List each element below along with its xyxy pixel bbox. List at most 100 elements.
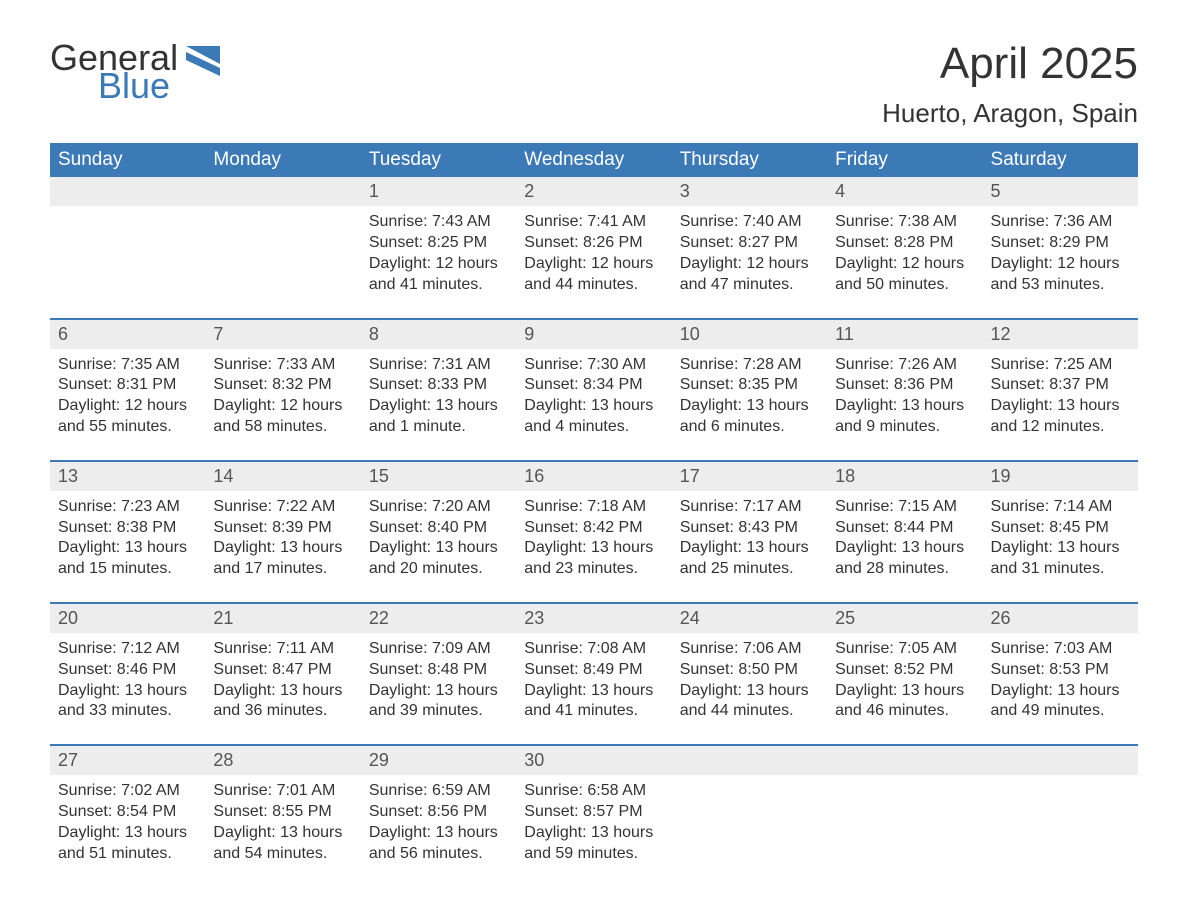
sunrise-line: Sunrise: 7:38 AM bbox=[835, 212, 974, 233]
calendar-day: 17Sunrise: 7:17 AMSunset: 8:43 PMDayligh… bbox=[672, 462, 827, 580]
sunrise-line: Sunrise: 7:23 AM bbox=[58, 497, 197, 518]
daylight-line: Daylight: 13 hours and 44 minutes. bbox=[680, 681, 819, 723]
sunrise-line: Sunrise: 7:26 AM bbox=[835, 355, 974, 376]
sunset-line: Sunset: 8:36 PM bbox=[835, 375, 974, 396]
daylight-line: Daylight: 13 hours and 49 minutes. bbox=[991, 681, 1130, 723]
calendar-day: 21Sunrise: 7:11 AMSunset: 8:47 PMDayligh… bbox=[205, 604, 360, 722]
day-details: Sunrise: 7:30 AMSunset: 8:34 PMDaylight:… bbox=[516, 349, 671, 438]
day-number bbox=[827, 746, 982, 775]
daylight-line: Daylight: 13 hours and 23 minutes. bbox=[524, 538, 663, 580]
sunrise-line: Sunrise: 7:25 AM bbox=[991, 355, 1130, 376]
day-details: Sunrise: 7:20 AMSunset: 8:40 PMDaylight:… bbox=[361, 491, 516, 580]
sunset-line: Sunset: 8:25 PM bbox=[369, 233, 508, 254]
sunrise-line: Sunrise: 7:05 AM bbox=[835, 639, 974, 660]
sunset-line: Sunset: 8:52 PM bbox=[835, 660, 974, 681]
daylight-line: Daylight: 12 hours and 53 minutes. bbox=[991, 254, 1130, 296]
sunrise-line: Sunrise: 7:22 AM bbox=[213, 497, 352, 518]
day-number bbox=[983, 746, 1138, 775]
sunrise-line: Sunrise: 7:30 AM bbox=[524, 355, 663, 376]
sunrise-line: Sunrise: 7:20 AM bbox=[369, 497, 508, 518]
daylight-line: Daylight: 13 hours and 4 minutes. bbox=[524, 396, 663, 438]
day-details: Sunrise: 7:38 AMSunset: 8:28 PMDaylight:… bbox=[827, 206, 982, 295]
sunrise-line: Sunrise: 7:01 AM bbox=[213, 781, 352, 802]
calendar-day: 4Sunrise: 7:38 AMSunset: 8:28 PMDaylight… bbox=[827, 177, 982, 295]
location: Huerto, Aragon, Spain bbox=[882, 98, 1138, 129]
calendar-day: 25Sunrise: 7:05 AMSunset: 8:52 PMDayligh… bbox=[827, 604, 982, 722]
calendar-day: 14Sunrise: 7:22 AMSunset: 8:39 PMDayligh… bbox=[205, 462, 360, 580]
day-number: 9 bbox=[516, 320, 671, 349]
day-details: Sunrise: 7:43 AMSunset: 8:25 PMDaylight:… bbox=[361, 206, 516, 295]
calendar-day: 13Sunrise: 7:23 AMSunset: 8:38 PMDayligh… bbox=[50, 462, 205, 580]
calendar-day: 2Sunrise: 7:41 AMSunset: 8:26 PMDaylight… bbox=[516, 177, 671, 295]
calendar-day-empty bbox=[827, 746, 982, 864]
calendar-week: 13Sunrise: 7:23 AMSunset: 8:38 PMDayligh… bbox=[50, 460, 1138, 580]
day-details: Sunrise: 7:17 AMSunset: 8:43 PMDaylight:… bbox=[672, 491, 827, 580]
calendar-day: 15Sunrise: 7:20 AMSunset: 8:40 PMDayligh… bbox=[361, 462, 516, 580]
daylight-line: Daylight: 13 hours and 33 minutes. bbox=[58, 681, 197, 723]
weekday-header: Wednesday bbox=[516, 143, 671, 177]
calendar-day: 24Sunrise: 7:06 AMSunset: 8:50 PMDayligh… bbox=[672, 604, 827, 722]
sunset-line: Sunset: 8:32 PM bbox=[213, 375, 352, 396]
day-details: Sunrise: 7:26 AMSunset: 8:36 PMDaylight:… bbox=[827, 349, 982, 438]
daylight-line: Daylight: 12 hours and 55 minutes. bbox=[58, 396, 197, 438]
sunrise-line: Sunrise: 7:31 AM bbox=[369, 355, 508, 376]
calendar-day: 20Sunrise: 7:12 AMSunset: 8:46 PMDayligh… bbox=[50, 604, 205, 722]
day-details: Sunrise: 7:08 AMSunset: 8:49 PMDaylight:… bbox=[516, 633, 671, 722]
day-number: 10 bbox=[672, 320, 827, 349]
sunset-line: Sunset: 8:44 PM bbox=[835, 518, 974, 539]
calendar-day: 6Sunrise: 7:35 AMSunset: 8:31 PMDaylight… bbox=[50, 320, 205, 438]
daylight-line: Daylight: 13 hours and 41 minutes. bbox=[524, 681, 663, 723]
sunrise-line: Sunrise: 7:17 AM bbox=[680, 497, 819, 518]
calendar-week: 1Sunrise: 7:43 AMSunset: 8:25 PMDaylight… bbox=[50, 177, 1138, 295]
day-details: Sunrise: 7:35 AMSunset: 8:31 PMDaylight:… bbox=[50, 349, 205, 438]
calendar-day: 27Sunrise: 7:02 AMSunset: 8:54 PMDayligh… bbox=[50, 746, 205, 864]
sunset-line: Sunset: 8:31 PM bbox=[58, 375, 197, 396]
calendar: SundayMondayTuesdayWednesdayThursdayFrid… bbox=[50, 143, 1138, 864]
calendar-day: 5Sunrise: 7:36 AMSunset: 8:29 PMDaylight… bbox=[983, 177, 1138, 295]
sunrise-line: Sunrise: 6:59 AM bbox=[369, 781, 508, 802]
sunset-line: Sunset: 8:48 PM bbox=[369, 660, 508, 681]
daylight-line: Daylight: 13 hours and 59 minutes. bbox=[524, 823, 663, 865]
sunrise-line: Sunrise: 7:36 AM bbox=[991, 212, 1130, 233]
daylight-line: Daylight: 13 hours and 17 minutes. bbox=[213, 538, 352, 580]
sunset-line: Sunset: 8:38 PM bbox=[58, 518, 197, 539]
day-details: Sunrise: 7:05 AMSunset: 8:52 PMDaylight:… bbox=[827, 633, 982, 722]
sunrise-line: Sunrise: 6:58 AM bbox=[524, 781, 663, 802]
daylight-line: Daylight: 13 hours and 28 minutes. bbox=[835, 538, 974, 580]
calendar-week: 6Sunrise: 7:35 AMSunset: 8:31 PMDaylight… bbox=[50, 318, 1138, 438]
day-details: Sunrise: 7:14 AMSunset: 8:45 PMDaylight:… bbox=[983, 491, 1138, 580]
daylight-line: Daylight: 13 hours and 15 minutes. bbox=[58, 538, 197, 580]
day-number: 24 bbox=[672, 604, 827, 633]
brand-line2: Blue bbox=[98, 68, 178, 104]
day-details: Sunrise: 7:02 AMSunset: 8:54 PMDaylight:… bbox=[50, 775, 205, 864]
daylight-line: Daylight: 13 hours and 1 minute. bbox=[369, 396, 508, 438]
day-details: Sunrise: 7:09 AMSunset: 8:48 PMDaylight:… bbox=[361, 633, 516, 722]
day-number: 5 bbox=[983, 177, 1138, 206]
day-details: Sunrise: 7:28 AMSunset: 8:35 PMDaylight:… bbox=[672, 349, 827, 438]
day-details: Sunrise: 7:12 AMSunset: 8:46 PMDaylight:… bbox=[50, 633, 205, 722]
daylight-line: Daylight: 13 hours and 20 minutes. bbox=[369, 538, 508, 580]
sunrise-line: Sunrise: 7:08 AM bbox=[524, 639, 663, 660]
day-details: Sunrise: 7:03 AMSunset: 8:53 PMDaylight:… bbox=[983, 633, 1138, 722]
weekday-header: Saturday bbox=[983, 143, 1138, 177]
sunset-line: Sunset: 8:54 PM bbox=[58, 802, 197, 823]
calendar-day: 26Sunrise: 7:03 AMSunset: 8:53 PMDayligh… bbox=[983, 604, 1138, 722]
sunrise-line: Sunrise: 7:28 AM bbox=[680, 355, 819, 376]
weekday-header: Friday bbox=[827, 143, 982, 177]
sunrise-line: Sunrise: 7:11 AM bbox=[213, 639, 352, 660]
day-details: Sunrise: 7:23 AMSunset: 8:38 PMDaylight:… bbox=[50, 491, 205, 580]
sunset-line: Sunset: 8:37 PM bbox=[991, 375, 1130, 396]
calendar-day-empty bbox=[205, 177, 360, 295]
sunrise-line: Sunrise: 7:43 AM bbox=[369, 212, 508, 233]
day-number: 17 bbox=[672, 462, 827, 491]
sunset-line: Sunset: 8:27 PM bbox=[680, 233, 819, 254]
sunset-line: Sunset: 8:47 PM bbox=[213, 660, 352, 681]
day-number bbox=[50, 177, 205, 206]
sunset-line: Sunset: 8:28 PM bbox=[835, 233, 974, 254]
sunrise-line: Sunrise: 7:41 AM bbox=[524, 212, 663, 233]
sunset-line: Sunset: 8:55 PM bbox=[213, 802, 352, 823]
daylight-line: Daylight: 13 hours and 12 minutes. bbox=[991, 396, 1130, 438]
day-number: 21 bbox=[205, 604, 360, 633]
calendar-day: 8Sunrise: 7:31 AMSunset: 8:33 PMDaylight… bbox=[361, 320, 516, 438]
day-details: Sunrise: 7:15 AMSunset: 8:44 PMDaylight:… bbox=[827, 491, 982, 580]
